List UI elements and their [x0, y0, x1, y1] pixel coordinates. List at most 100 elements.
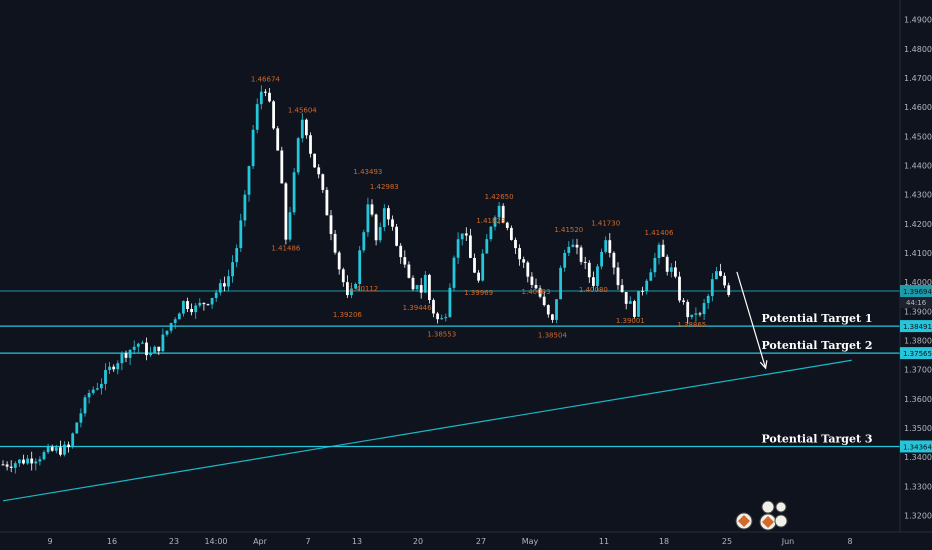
candle[interactable] — [210, 297, 214, 309]
candle[interactable] — [165, 330, 169, 337]
candle[interactable] — [136, 342, 140, 353]
candle[interactable] — [50, 444, 54, 452]
candle[interactable] — [579, 245, 583, 265]
candle[interactable] — [403, 250, 407, 268]
candle[interactable] — [100, 378, 103, 395]
candle[interactable] — [346, 275, 349, 298]
candle[interactable] — [243, 190, 247, 227]
candle[interactable] — [124, 350, 128, 363]
candle[interactable] — [415, 284, 419, 292]
candle[interactable] — [382, 204, 386, 232]
candle[interactable] — [669, 263, 673, 278]
candle[interactable] — [464, 227, 468, 241]
candle[interactable] — [272, 100, 275, 130]
candle[interactable] — [428, 273, 431, 304]
candle[interactable] — [317, 164, 321, 179]
candle[interactable] — [481, 249, 485, 282]
candle[interactable] — [54, 444, 58, 454]
candle[interactable] — [399, 243, 403, 264]
candle[interactable] — [276, 126, 280, 151]
candle[interactable] — [358, 246, 362, 292]
candle[interactable] — [18, 459, 21, 467]
candle[interactable] — [264, 89, 267, 97]
candle[interactable] — [30, 451, 34, 471]
candle[interactable] — [448, 283, 452, 318]
candle[interactable] — [169, 322, 173, 334]
candle[interactable] — [313, 153, 316, 168]
candle[interactable] — [485, 233, 489, 254]
candle[interactable] — [628, 296, 632, 304]
candle[interactable] — [567, 241, 571, 257]
candle[interactable] — [227, 269, 230, 292]
candle[interactable] — [686, 299, 690, 324]
candle[interactable] — [186, 297, 189, 313]
candle[interactable] — [391, 215, 394, 231]
candle[interactable] — [489, 225, 493, 242]
candle[interactable] — [612, 251, 616, 275]
candle[interactable] — [559, 265, 562, 300]
candle[interactable] — [46, 443, 50, 454]
candle[interactable] — [710, 273, 714, 302]
support-trendline[interactable] — [2, 359, 852, 502]
candle[interactable] — [444, 313, 448, 322]
candle[interactable] — [149, 346, 152, 357]
candle[interactable] — [63, 441, 66, 457]
candle[interactable] — [1, 460, 5, 466]
candle[interactable] — [104, 363, 107, 391]
candle[interactable] — [354, 282, 357, 290]
candle[interactable] — [329, 210, 333, 241]
candle[interactable] — [370, 199, 374, 217]
candle[interactable] — [223, 276, 226, 292]
candle[interactable] — [202, 302, 206, 311]
candle[interactable] — [698, 311, 702, 317]
candle[interactable] — [534, 278, 538, 290]
candle[interactable] — [128, 349, 132, 366]
candle[interactable] — [141, 340, 144, 344]
candle[interactable] — [95, 382, 99, 391]
candle[interactable] — [374, 213, 378, 246]
candle[interactable] — [83, 394, 87, 417]
candle[interactable] — [501, 203, 505, 224]
candle[interactable] — [71, 432, 75, 449]
candle[interactable] — [387, 205, 390, 226]
candle[interactable] — [59, 440, 62, 457]
candle[interactable] — [161, 328, 165, 353]
candle[interactable] — [456, 232, 460, 265]
candle[interactable] — [493, 215, 497, 231]
candle[interactable] — [469, 228, 472, 259]
candle[interactable] — [542, 291, 546, 307]
candle[interactable] — [247, 165, 251, 202]
candle[interactable] — [641, 286, 644, 296]
candle[interactable] — [604, 236, 608, 254]
candle[interactable] — [702, 298, 706, 320]
candle[interactable] — [116, 360, 120, 375]
candle[interactable] — [366, 197, 370, 237]
candle[interactable] — [477, 269, 480, 283]
candle[interactable] — [587, 259, 591, 284]
candle[interactable] — [637, 290, 640, 318]
candle[interactable] — [259, 85, 263, 110]
candle[interactable] — [206, 303, 210, 306]
candle[interactable] — [624, 291, 628, 310]
candle[interactable] — [538, 285, 542, 299]
candle[interactable] — [440, 314, 444, 320]
candle[interactable] — [497, 202, 501, 225]
candle[interactable] — [132, 340, 136, 355]
candle[interactable] — [432, 298, 435, 318]
candle[interactable] — [563, 249, 567, 272]
candle[interactable] — [67, 441, 70, 453]
candle[interactable] — [526, 260, 530, 283]
candle[interactable] — [690, 314, 694, 320]
candle[interactable] — [157, 346, 161, 356]
candle[interactable] — [13, 461, 17, 474]
candle[interactable] — [120, 351, 124, 371]
candle[interactable] — [198, 298, 202, 308]
candle[interactable] — [325, 187, 329, 216]
candle[interactable] — [514, 237, 517, 255]
candle[interactable] — [608, 233, 612, 258]
candle[interactable] — [583, 256, 587, 270]
candle[interactable] — [26, 455, 29, 465]
candle[interactable] — [231, 255, 234, 283]
candle[interactable] — [596, 263, 599, 291]
